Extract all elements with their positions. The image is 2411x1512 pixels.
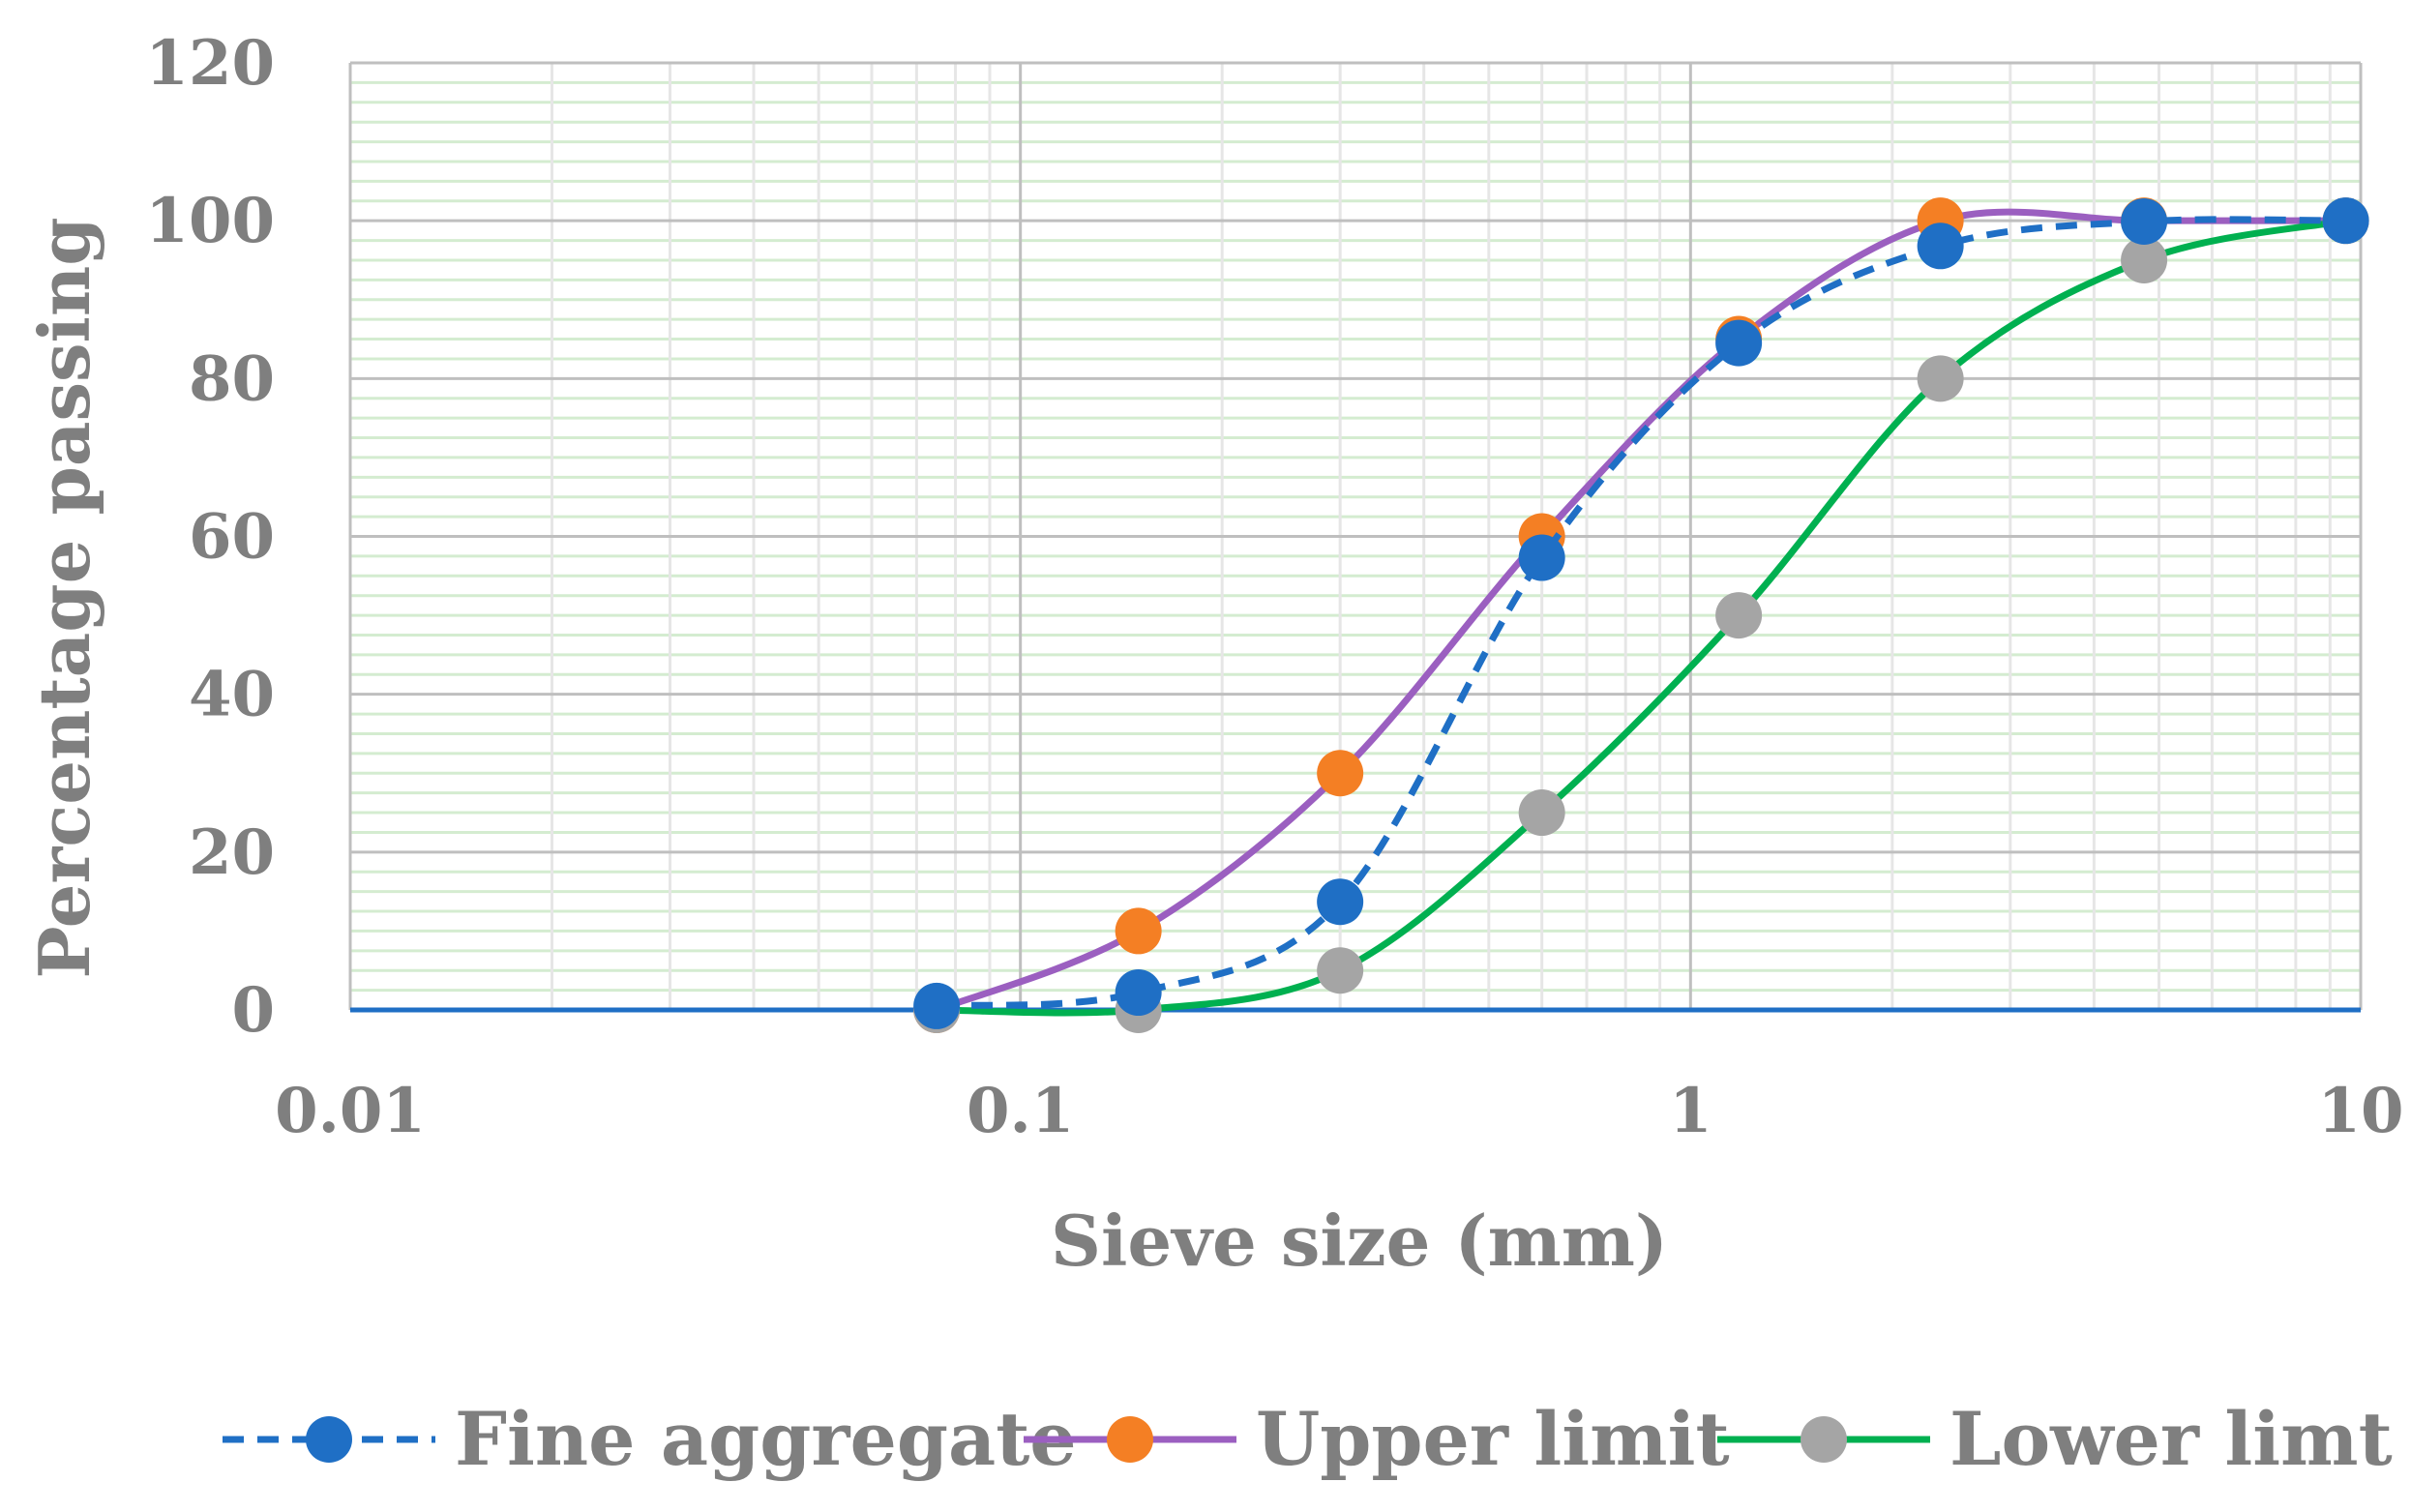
legend-label-lower-limt: Lower limt xyxy=(1950,1396,2393,1482)
legend-label-fine-aggregate: Fine aggregate xyxy=(455,1396,1077,1482)
data-point-fine-aggregate xyxy=(913,982,961,1029)
series-line-fine-aggregate xyxy=(936,216,2346,1010)
data-point-lower-limt xyxy=(1917,355,1964,402)
legend: Fine aggregate Upper limit Lower limt xyxy=(223,1396,2393,1482)
series-line-upper-limit xyxy=(935,208,2346,1014)
series xyxy=(913,197,2369,1033)
y-tick-label: 120 xyxy=(145,27,275,100)
data-point-fine-aggregate xyxy=(1317,878,1364,926)
x-tick-label: 0.1 xyxy=(967,1075,1074,1147)
data-point-fine-aggregate xyxy=(2322,197,2369,245)
y-tick-label: 20 xyxy=(189,816,275,889)
legend-label-upper-limit: Upper limit xyxy=(1256,1396,1730,1482)
y-tick-label: 0 xyxy=(231,974,275,1047)
x-tick-label: 1 xyxy=(1669,1075,1712,1147)
legend-marker-upper-limit xyxy=(1107,1416,1153,1463)
y-tick-label: 80 xyxy=(189,342,275,415)
grid xyxy=(348,61,2363,1012)
x-axis-title: Sieve size (mm) xyxy=(1051,1200,1668,1282)
tick-labels: 0 20 40 60 80 100 120 0.01 0.1 1 10 xyxy=(145,27,2403,1147)
data-point-fine-aggregate xyxy=(1518,534,1565,581)
series-line-lower-limt xyxy=(937,217,2347,1017)
y-tick-label: 40 xyxy=(189,659,275,731)
data-point-fine-aggregate xyxy=(1715,319,1763,367)
x-tick-label: 10 xyxy=(2317,1075,2403,1147)
data-point-upper-limit xyxy=(1317,750,1364,797)
data-point-lower-limt xyxy=(1518,789,1565,837)
data-point-upper-limit xyxy=(1115,907,1162,955)
y-tick-label: 100 xyxy=(145,185,275,257)
data-point-lower-limt xyxy=(1317,947,1364,994)
data-point-fine-aggregate xyxy=(1917,222,1964,270)
y-axis-title: Percentage passing xyxy=(23,217,105,978)
data-point-fine-aggregate xyxy=(2121,197,2168,245)
data-point-fine-aggregate xyxy=(1115,969,1162,1017)
legend-marker-fine-aggregate xyxy=(306,1416,352,1463)
data-point-lower-limt xyxy=(2121,236,2168,283)
x-tick-label: 0.01 xyxy=(275,1075,426,1147)
data-point-lower-limt xyxy=(1715,592,1763,639)
legend-marker-lower-limt xyxy=(1801,1416,1847,1463)
y-tick-label: 60 xyxy=(189,501,275,574)
